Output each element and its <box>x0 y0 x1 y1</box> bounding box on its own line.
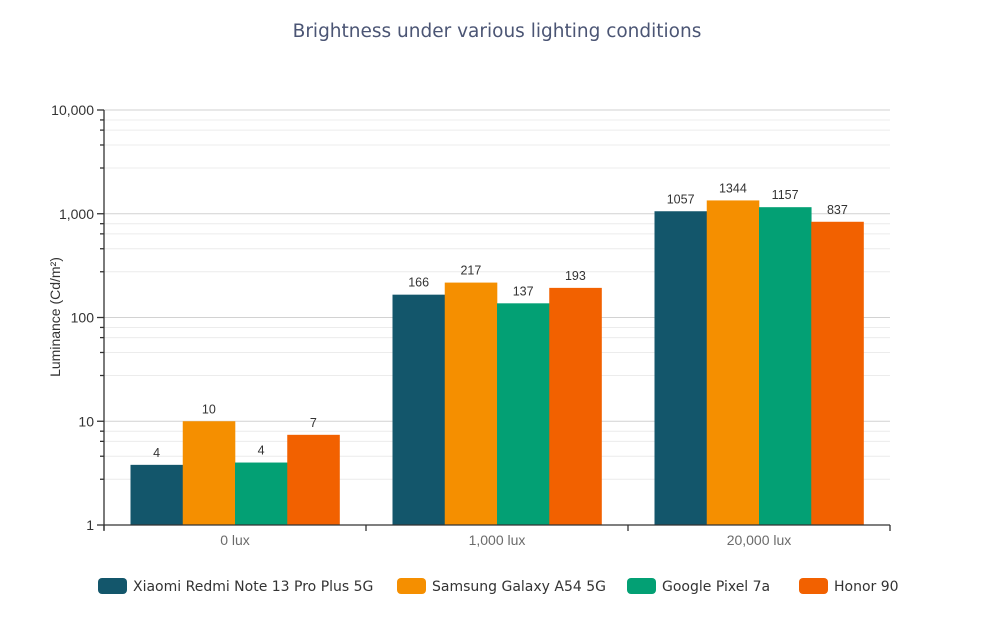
legend-label[interactable]: Xiaomi Redmi Note 13 Pro Plus 5G <box>133 579 373 595</box>
bar-samsung-galaxy-a54-5g-0 <box>182 421 236 525</box>
legend-swatch[interactable] <box>799 578 828 594</box>
y-tick-label: 1,000 <box>59 206 94 222</box>
legend-item[interactable]: Honor 90 <box>799 578 899 595</box>
legend: Xiaomi Redmi Note 13 Pro Plus 5G Samsung … <box>98 578 899 595</box>
bar-honor-90-2 <box>811 221 864 526</box>
data-label: 837 <box>827 203 848 217</box>
data-label: 1057 <box>667 192 695 206</box>
bar-xiaomi-redmi-note-13-pro-plus-5g-1 <box>392 294 446 525</box>
x-tick-label: 20,000 lux <box>727 532 792 548</box>
y-tick-label: 1 <box>86 517 94 533</box>
bar-samsung-galaxy-a54-5g-2 <box>706 200 760 525</box>
legend-swatch[interactable] <box>397 578 426 594</box>
data-label: 4 <box>153 446 160 460</box>
y-tick-label: 10 <box>78 413 94 429</box>
bar-honor-90-1 <box>549 287 602 525</box>
legend-item[interactable]: Samsung Galaxy A54 5G <box>397 578 606 595</box>
legend-label[interactable]: Google Pixel 7a <box>662 579 770 595</box>
bar-samsung-galaxy-a54-5g-1 <box>444 282 498 525</box>
legend-item[interactable]: Xiaomi Redmi Note 13 Pro Plus 5G <box>98 578 373 595</box>
x-tick-label: 0 lux <box>220 532 250 548</box>
data-label: 193 <box>565 269 586 283</box>
legend-label[interactable]: Honor 90 <box>834 579 899 595</box>
y-tick-label: 100 <box>71 310 95 326</box>
bar-xiaomi-redmi-note-13-pro-plus-5g-0 <box>130 464 184 525</box>
data-label: 1344 <box>719 181 747 195</box>
bar-xiaomi-redmi-note-13-pro-plus-5g-2 <box>654 211 708 526</box>
chart-title: Brightness under various lighting condit… <box>293 21 702 42</box>
data-label: 7 <box>310 416 317 430</box>
data-label: 10 <box>202 402 216 416</box>
bar-google-pixel-7a-1 <box>497 303 550 525</box>
legend-item[interactable]: Google Pixel 7a <box>627 578 770 595</box>
data-labels: 4 166 1057 10 217 1344 4 137 1157 7 193 837 <box>153 181 848 459</box>
axes: 1 10 100 1,000 10,000 0 lux 1,000 lux 20,000 lu… <box>51 102 891 548</box>
bar-honor-90-0 <box>287 434 340 525</box>
bar-google-pixel-7a-2 <box>759 207 812 525</box>
legend-swatch[interactable] <box>98 578 127 594</box>
y-tick-label: 10,000 <box>51 102 94 118</box>
y-axis-title: Luminance (Cd/m²) <box>47 257 63 377</box>
bar-google-pixel-7a-0 <box>235 462 288 525</box>
x-tick-label: 1,000 lux <box>469 532 526 548</box>
data-label: 166 <box>408 276 429 290</box>
data-label: 137 <box>513 284 534 298</box>
legend-label[interactable]: Samsung Galaxy A54 5G <box>432 579 606 595</box>
data-label: 4 <box>258 444 265 458</box>
legend-swatch[interactable] <box>627 578 656 594</box>
data-label: 217 <box>460 264 481 278</box>
bars <box>130 200 864 526</box>
data-label: 1157 <box>772 188 799 202</box>
